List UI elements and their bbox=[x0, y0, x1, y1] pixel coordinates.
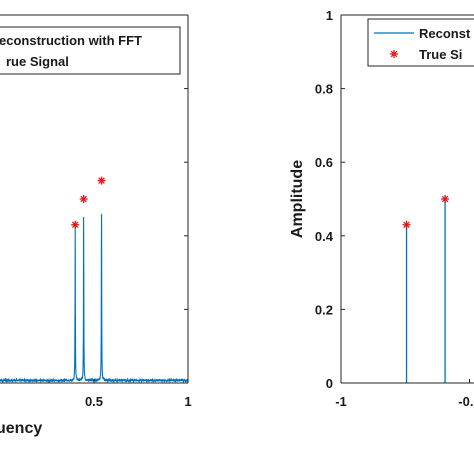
right-y-tick-label-3: 0.6 bbox=[315, 155, 333, 170]
right-y-tick-label-0: 0 bbox=[326, 376, 333, 391]
left-legend-entry-reconstruction: econstruction with FFT bbox=[0, 33, 142, 48]
right-true-signal-point-1 bbox=[441, 195, 450, 203]
right-x-tick-label-1: -0.5 bbox=[458, 394, 474, 409]
right-y-axis-label: Amplitude bbox=[289, 160, 306, 238]
left-legend: econstruction with FFT rue Signal bbox=[0, 26, 181, 75]
right-y-tick-label-5: 1 bbox=[326, 8, 333, 23]
left-x-axis-label: uency bbox=[0, 420, 42, 437]
left-x-tick-label-1: 1 bbox=[184, 394, 191, 409]
left-true-signal-markers bbox=[71, 176, 106, 229]
left-plot: 0.5 1 uency econstruction with FFT rue Si… bbox=[0, 14, 192, 437]
right-legend-star-icon bbox=[390, 50, 398, 58]
right-legend-box bbox=[367, 18, 474, 67]
left-reconstruction-line bbox=[0, 213, 189, 384]
right-axes bbox=[340, 14, 474, 384]
right-true-signal-point-0 bbox=[402, 220, 411, 229]
right-legend-entry-reconstruction: Reconst bbox=[419, 26, 471, 41]
left-true-signal-point-2 bbox=[97, 176, 106, 185]
right-y-tick-label-2: 0.4 bbox=[315, 229, 334, 244]
right-plot: 0 0.2 0.4 0.6 0.8 1 -1 -0.5 Amplitude Reconst T… bbox=[289, 8, 474, 409]
left-reconstruction-path bbox=[0, 213, 189, 384]
left-legend-entry-true-signal: rue Signal bbox=[6, 54, 69, 69]
right-y-tick-label-1: 0.2 bbox=[315, 302, 333, 317]
left-true-signal-point-1 bbox=[79, 195, 88, 203]
left-true-signal-point-0 bbox=[71, 220, 80, 229]
right-legend-entry-true-signal: True Si bbox=[419, 47, 462, 62]
right-x-tick-label-0: -1 bbox=[335, 394, 347, 409]
right-true-signal-markers bbox=[402, 195, 450, 229]
left-x-tick-label-0: 0.5 bbox=[85, 394, 103, 409]
right-ticks: 0 0.2 0.4 0.6 0.8 1 -1 -0.5 bbox=[315, 8, 474, 409]
right-y-tick-label-4: 0.8 bbox=[315, 82, 333, 97]
right-legend: Reconst True Si bbox=[367, 18, 474, 67]
right-legend-star-mark bbox=[390, 50, 398, 58]
left-ticks: 0.5 1 bbox=[85, 14, 192, 409]
left-legend-box bbox=[0, 26, 181, 75]
